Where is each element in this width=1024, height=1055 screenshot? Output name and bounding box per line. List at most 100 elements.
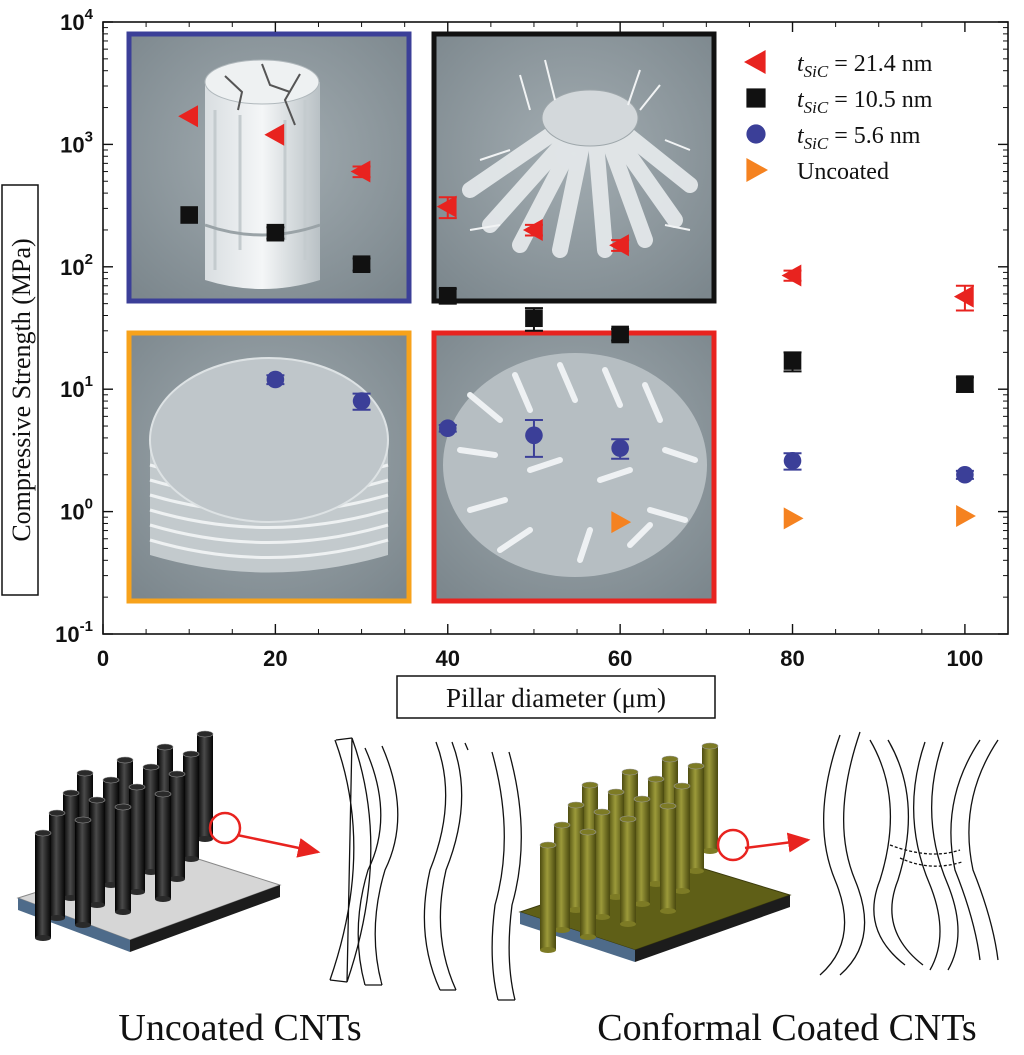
- cnt-pillar: [128, 783, 146, 895]
- cnt-pillar: [633, 795, 651, 907]
- coated-caption: Conformal Coated CNTs: [597, 1007, 976, 1049]
- y-tick-label: 100: [60, 496, 93, 525]
- data-point: [438, 419, 457, 438]
- data-point: [956, 375, 974, 393]
- series-triangle-left: [178, 105, 974, 312]
- uncoated-zoom-arrow: [236, 833, 321, 858]
- cnt-pillar: [593, 808, 611, 920]
- legend-item: tSiC = 10.5 nm: [746, 87, 933, 117]
- legend-marker: [744, 50, 766, 74]
- data-point: [611, 511, 632, 534]
- y-tick-label: 104: [60, 6, 93, 35]
- cnt-pillar: [196, 730, 214, 842]
- cnt-pillar: [154, 790, 172, 902]
- inset-frame-blue: [126, 31, 412, 304]
- data-point: [264, 123, 285, 146]
- series-circle: [266, 370, 974, 484]
- cnt-pillar: [579, 828, 597, 940]
- legend-marker: [746, 124, 766, 144]
- x-tick-label: 0: [97, 646, 109, 671]
- legend-item: tSiC = 5.6 nm: [746, 123, 921, 153]
- data-point: [956, 505, 976, 528]
- inset-crushed-pillar: [434, 333, 714, 601]
- plot-frame: [102, 21, 1009, 635]
- coated-cnt-schematic: Conformal Coated CNTs: [518, 731, 999, 1049]
- y-tick-label: 103: [60, 128, 93, 157]
- x-axis-title: Pillar diameter (μm): [396, 675, 716, 719]
- data-point: [266, 223, 285, 242]
- x-axis-ticks: 0 20 40 60 80 100: [97, 22, 983, 671]
- cnt-pillar: [553, 821, 571, 933]
- legend: tSiC = 21.4 nm tSiC = 10.5 nm tSiC = 5.6 n…: [744, 50, 933, 185]
- plot-axes: [102, 21, 1009, 635]
- uncoated-caption: Uncoated CNTs: [118, 1007, 361, 1049]
- data-point: [180, 206, 198, 224]
- cnt-pillar: [168, 770, 186, 882]
- data-point: [783, 452, 802, 470]
- data-point: [525, 426, 543, 445]
- cnt-pillar: [619, 815, 637, 927]
- cnt-pillar: [701, 742, 719, 854]
- inset-stacked-disc: [129, 333, 409, 601]
- inset-frame-red: [431, 330, 717, 604]
- coated-tube-sketch: [819, 731, 999, 976]
- x-tick-label: 60: [608, 646, 632, 671]
- data-point: [350, 160, 371, 183]
- cnt-pillar: [114, 803, 132, 915]
- legend-label: tSiC = 5.6 nm: [797, 123, 921, 153]
- legend-marker: [746, 158, 768, 182]
- legend-item: tSiC = 21.4 nm: [744, 50, 933, 81]
- data-point: [956, 465, 974, 484]
- cnt-pillar: [74, 816, 92, 928]
- data-point: [783, 507, 804, 530]
- cnt-pillar: [182, 750, 200, 862]
- x-tick-label: 80: [780, 646, 804, 671]
- cnt-pillar: [88, 796, 106, 908]
- legend-item: Uncoated: [746, 158, 889, 185]
- data-point: [611, 439, 629, 457]
- data-point: [178, 105, 198, 128]
- data-point: [525, 309, 543, 328]
- y-axis-label: Compressive Strength (MPa): [7, 238, 36, 541]
- legend-marker: [746, 88, 766, 108]
- cnt-pillar: [48, 809, 66, 921]
- y-tick-label: 10-1: [55, 618, 93, 647]
- y-axis-ticks: 10-1 100 101 102 103 104: [55, 6, 1008, 647]
- cnt-pillar: [673, 782, 691, 894]
- data-point: [611, 325, 629, 344]
- cnt-pillar: [659, 802, 677, 914]
- legend-label: tSiC = 10.5 nm: [797, 87, 933, 117]
- coated-cnt-array: [539, 742, 719, 953]
- x-axis-label: Pillar diameter (μm): [446, 683, 666, 713]
- legend-label: Uncoated: [797, 159, 889, 185]
- coated-zoom-arrow: [744, 832, 811, 853]
- data-point: [953, 285, 974, 308]
- data-point: [783, 352, 802, 370]
- x-tick-label: 20: [263, 646, 287, 671]
- inset-splayed-pillar: [434, 34, 714, 301]
- data-point: [522, 218, 543, 241]
- uncoated-cnt-schematic: Uncoated CNTs: [16, 730, 522, 1049]
- cnt-pillar: [539, 841, 557, 953]
- legend-label: tSiC = 21.4 nm: [797, 51, 933, 81]
- data-point: [352, 255, 371, 274]
- data-point: [436, 195, 457, 218]
- y-tick-label: 102: [60, 251, 93, 280]
- x-tick-label: 100: [947, 646, 984, 671]
- y-tick-label: 101: [60, 373, 93, 402]
- cnt-pillar: [34, 829, 52, 941]
- data-marks: [178, 105, 976, 534]
- data-point: [266, 370, 285, 389]
- series-square: [180, 206, 974, 393]
- y-axis-title: Compressive Strength (MPa): [1, 184, 39, 596]
- series-triangle-right: [611, 505, 976, 534]
- inset-frame-orange: [126, 330, 412, 604]
- coated-zoom-circle: [716, 828, 750, 862]
- cnt-pillar: [687, 762, 705, 874]
- uncoated-cnt-array: [34, 730, 214, 941]
- x-tick-label: 40: [436, 646, 460, 671]
- data-point: [609, 234, 629, 257]
- data-point: [438, 286, 457, 305]
- data-point: [352, 392, 371, 410]
